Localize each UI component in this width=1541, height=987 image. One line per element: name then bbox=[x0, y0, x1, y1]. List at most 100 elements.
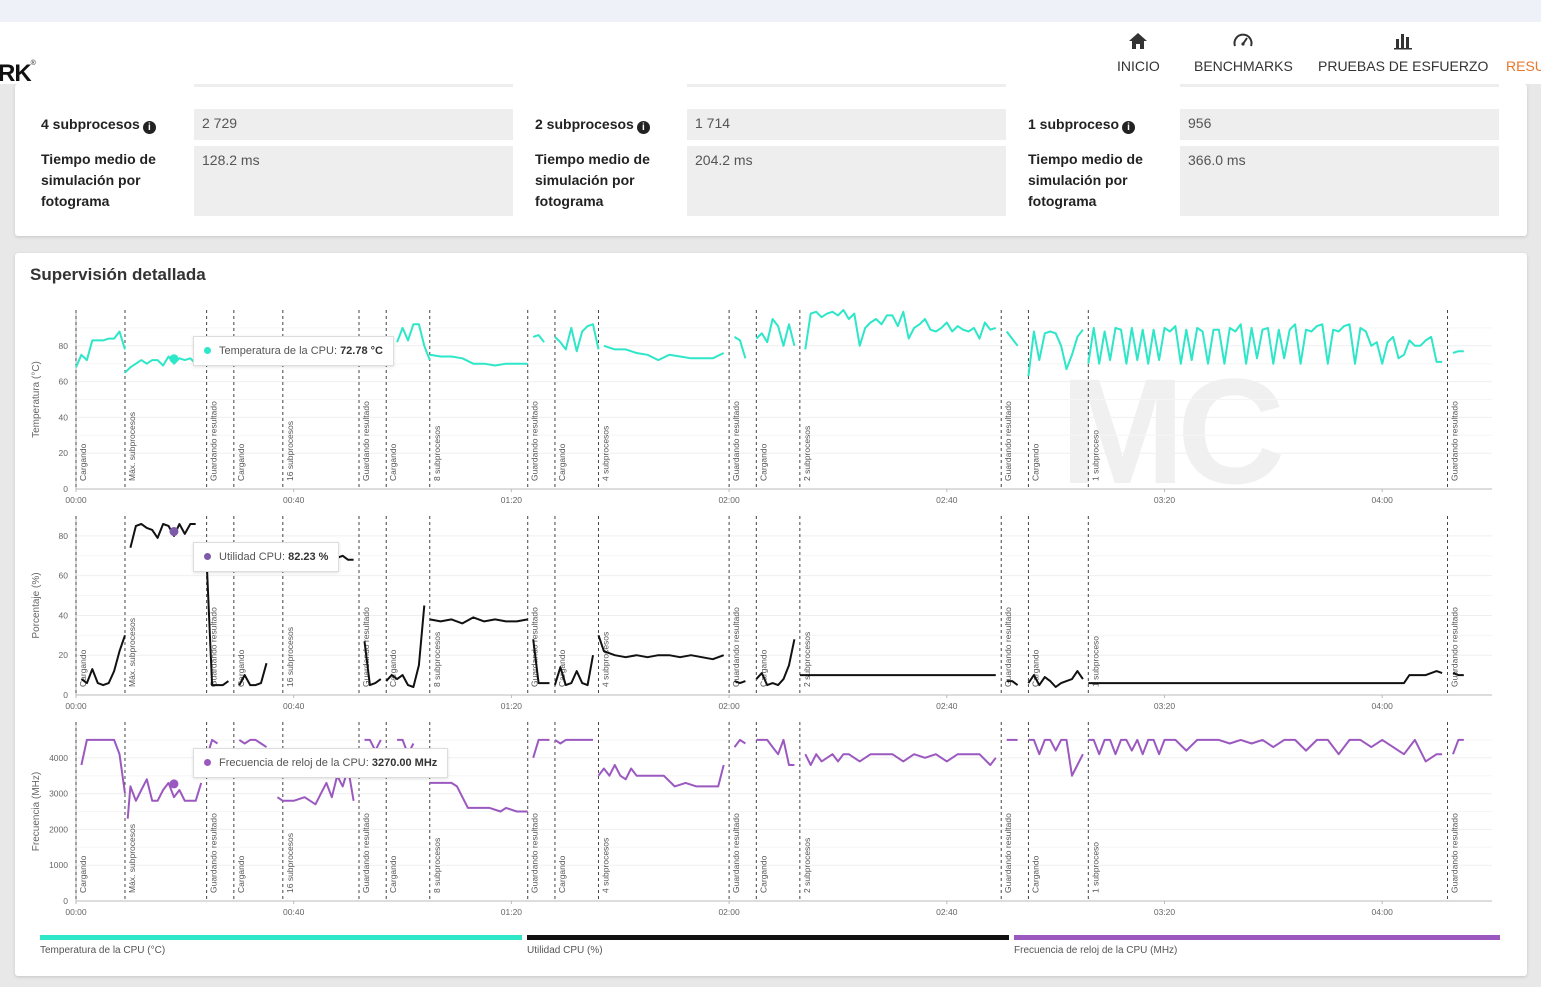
y-tick-label: 60 bbox=[59, 377, 69, 387]
threads-value: 956 bbox=[1180, 109, 1499, 140]
threads-label: 4 subprocesos i bbox=[41, 114, 156, 135]
nav-resultados[interactable]: RESU bbox=[1506, 30, 1541, 74]
x-tick-label: 00:40 bbox=[283, 701, 305, 711]
temperature-dot bbox=[204, 347, 211, 354]
phase-marker-label: 16 subprocesos bbox=[285, 833, 295, 893]
browser-top-strip bbox=[0, 0, 1541, 22]
phase-marker-label: Cargando bbox=[758, 855, 768, 893]
series-line bbox=[554, 738, 593, 745]
legend-bar-utilization[interactable] bbox=[527, 935, 1009, 940]
series-line bbox=[1027, 670, 1084, 688]
phase-marker-label: 1 subproceso bbox=[1090, 430, 1100, 481]
series-line bbox=[1006, 680, 1019, 686]
legend-bar-temperature[interactable] bbox=[40, 935, 522, 940]
series-line bbox=[597, 634, 725, 661]
phase-marker-label: Guardando resultado bbox=[361, 813, 371, 893]
phase-marker-label: Guardando resultado bbox=[1450, 607, 1460, 687]
series-line bbox=[80, 634, 126, 687]
y-axis-title: Porcentaje (%) bbox=[31, 572, 42, 638]
phase-marker-label: Cargando bbox=[1030, 443, 1040, 481]
nav-inicio[interactable]: INICIO bbox=[1117, 30, 1160, 74]
y-axis-title: Frecuencia (MHz) bbox=[31, 772, 42, 851]
y-tick-label: 0 bbox=[63, 484, 68, 494]
brand-logo[interactable]: RK® bbox=[0, 60, 36, 88]
threads-label-text: 1 subproceso bbox=[1028, 116, 1120, 132]
tooltip-value: 72.78 °C bbox=[340, 345, 383, 357]
legend-label-utilization[interactable]: Utilidad CPU (%) bbox=[527, 945, 603, 956]
series-line bbox=[129, 523, 196, 549]
y-tick-label: 20 bbox=[59, 650, 69, 660]
series-line bbox=[756, 738, 795, 766]
series-line bbox=[385, 605, 426, 688]
series-line bbox=[1452, 350, 1464, 354]
threads-label: 1 subproceso i bbox=[1028, 114, 1136, 135]
phase-marker-label: Guardando resultado bbox=[1003, 813, 1013, 893]
utilization-tooltip: Utilidad CPU: 82.23 % bbox=[193, 542, 340, 572]
series-line bbox=[80, 738, 126, 794]
y-tick-label: 3000 bbox=[49, 789, 68, 799]
phase-marker-label: Guardando resultado bbox=[731, 401, 741, 481]
x-tick-label: 00:00 bbox=[65, 701, 87, 711]
time-value: 204.2 ms bbox=[687, 146, 1006, 216]
hover-point bbox=[169, 354, 179, 364]
info-icon[interactable]: i bbox=[142, 121, 156, 134]
phase-marker-label: Cargando bbox=[758, 443, 768, 481]
x-tick-label: 03:20 bbox=[1154, 701, 1176, 711]
series-line bbox=[532, 334, 545, 343]
phase-marker-label: Guardando resultado bbox=[1450, 813, 1460, 893]
series-line bbox=[1028, 738, 1084, 777]
info-icon[interactable]: i bbox=[1122, 121, 1136, 134]
phase-marker-label: Cargando bbox=[557, 443, 567, 481]
threads-label: 2 subprocesos i bbox=[535, 114, 650, 135]
phase-marker-label: Máx. subprocesos bbox=[127, 618, 137, 687]
x-tick-label: 04:00 bbox=[1372, 495, 1394, 505]
y-tick-label: 0 bbox=[63, 690, 68, 700]
time-value: 128.2 ms bbox=[194, 146, 513, 216]
nav-benchmarks[interactable]: BENCHMARKS bbox=[1194, 30, 1293, 74]
series-line bbox=[238, 738, 268, 748]
tooltip-label: Temperatura de la CPU: bbox=[219, 345, 337, 357]
tooltip-label: Frecuencia de reloj de la CPU: bbox=[219, 757, 369, 769]
phase-marker-label: Cargando bbox=[758, 649, 768, 687]
phase-marker-label: 16 subprocesos bbox=[285, 421, 295, 481]
phase-marker-label: 4 subprocesos bbox=[600, 838, 610, 893]
phase-marker-label: 2 subprocesos bbox=[802, 838, 812, 893]
x-tick-label: 04:00 bbox=[1372, 907, 1394, 917]
phase-marker-label: Cargando bbox=[388, 855, 398, 893]
phase-marker-label: 2 subprocesos bbox=[802, 632, 812, 687]
series-line bbox=[755, 639, 796, 687]
series-line bbox=[363, 641, 382, 687]
legend-bar-frequency[interactable] bbox=[1014, 935, 1500, 940]
series-line bbox=[364, 738, 382, 752]
temperature-tooltip: Temperatura de la CPU: 72.78 °C bbox=[193, 336, 394, 366]
utilization-dot bbox=[204, 553, 211, 560]
phase-marker-label: Cargando bbox=[1030, 649, 1040, 687]
time-label: Tiempo medio de simulación por fotograma bbox=[41, 151, 156, 209]
tooltip-label: Utilidad CPU: bbox=[219, 551, 286, 563]
series-line bbox=[554, 323, 600, 353]
y-tick-label: 40 bbox=[59, 610, 69, 620]
info-icon[interactable]: i bbox=[636, 121, 650, 134]
series-line bbox=[553, 655, 594, 687]
y-tick-label: 80 bbox=[59, 341, 69, 351]
series-line bbox=[429, 353, 528, 367]
results-card: 4 subprocesos i 2 729 Tiempo medio de sim… bbox=[15, 84, 1527, 236]
phase-marker-label: Cargando bbox=[1030, 855, 1040, 893]
frequency-tooltip: Frecuencia de reloj de la CPU: 3270.00 M… bbox=[193, 748, 449, 778]
series-line bbox=[276, 767, 355, 806]
y-tick-label: 4000 bbox=[49, 753, 68, 763]
app-header: RK® INICIO BENCHMARKS PRUEBAS DE ESFUERZ… bbox=[0, 22, 1541, 87]
phase-marker-label: Guardando resultado bbox=[530, 401, 540, 481]
value-box-edge bbox=[194, 84, 513, 87]
nav-pruebas-de-esfuerzo[interactable]: PRUEBAS DE ESFUERZO bbox=[1318, 30, 1488, 74]
tooltip-value: 82.23 % bbox=[288, 551, 329, 563]
series-line bbox=[336, 554, 354, 561]
x-tick-label: 02:00 bbox=[718, 701, 740, 711]
legend-label-frequency[interactable]: Frecuencia de reloj de la CPU (MHz) bbox=[1014, 945, 1178, 956]
legend-label-temperature[interactable]: Temperatura de la CPU (°C) bbox=[40, 945, 166, 956]
phase-marker-label: Guardando resultado bbox=[731, 813, 741, 893]
phase-marker-label: Cargando bbox=[236, 443, 246, 481]
x-tick-label: 00:00 bbox=[65, 907, 87, 917]
nav-pruebas-label: PRUEBAS DE ESFUERZO bbox=[1318, 58, 1489, 74]
